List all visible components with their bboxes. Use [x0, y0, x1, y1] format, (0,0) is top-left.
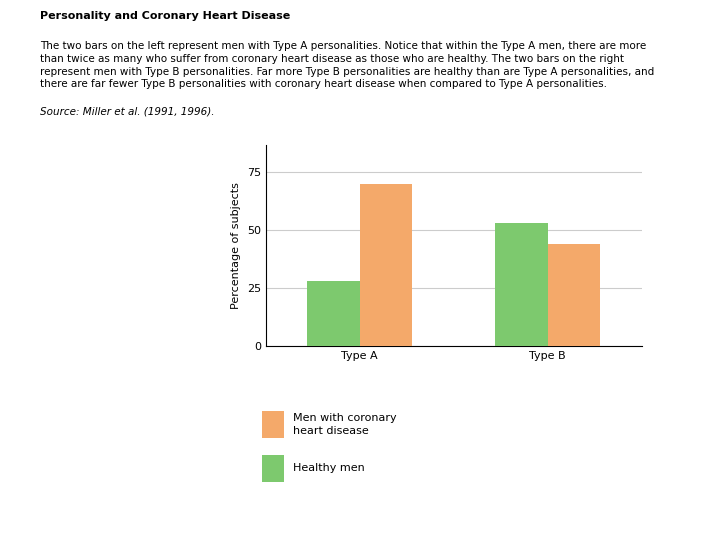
Bar: [547, 244, 600, 346]
Bar: [307, 281, 360, 346]
Text: Source: Miller et al. (1991, 1996).: Source: Miller et al. (1991, 1996).: [40, 106, 214, 117]
Bar: [261, 411, 284, 438]
Text: Men with coronary
heart disease: Men with coronary heart disease: [293, 413, 397, 436]
Bar: [360, 184, 413, 346]
Bar: [495, 223, 547, 346]
Bar: [261, 455, 284, 482]
Text: Personality and Coronary Heart Disease: Personality and Coronary Heart Disease: [40, 11, 290, 21]
Text: The two bars on the left represent men with Type A personalities. Notice that wi: The two bars on the left represent men w…: [40, 41, 654, 90]
Y-axis label: Percentage of subjects: Percentage of subjects: [231, 181, 241, 308]
Text: Healthy men: Healthy men: [293, 463, 365, 474]
